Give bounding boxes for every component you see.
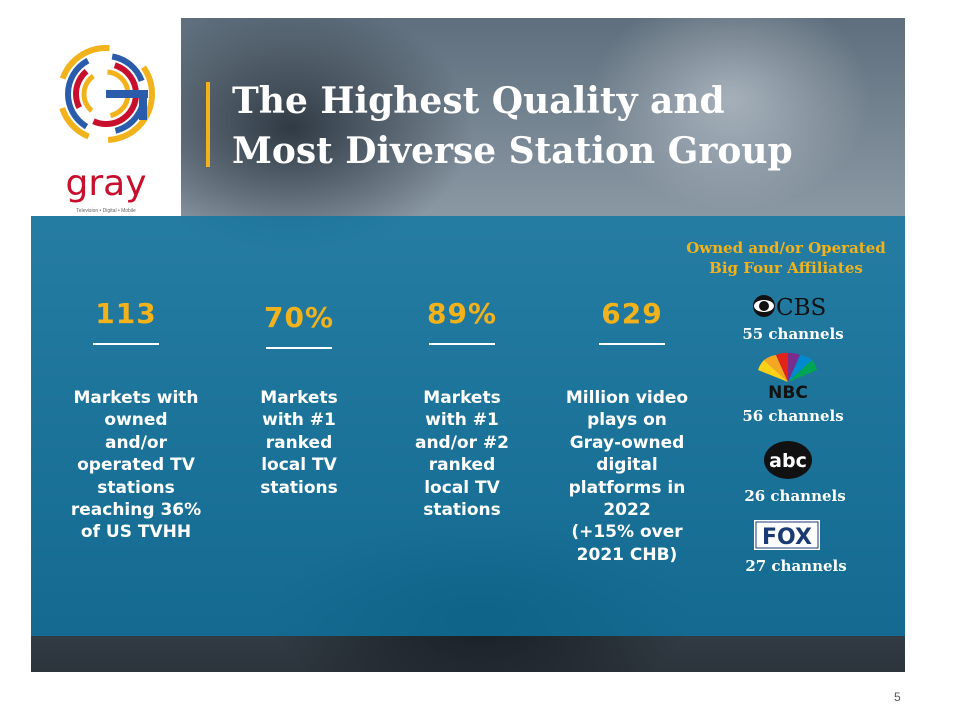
stat-desc-line: Markets — [260, 388, 338, 408]
stat-desc-line: reaching 36% — [70, 500, 202, 521]
stat-description: Markets with #1 ranked local TV stations — [239, 387, 359, 499]
stat-desc-line: plays on — [587, 410, 667, 431]
stat-desc-line: of US TVHH — [80, 522, 192, 543]
cbs-eye-icon: CBS — [753, 295, 826, 318]
title-line-1: The Highest Quality and — [232, 80, 725, 122]
stat-divider — [93, 343, 159, 345]
stat-description: Markets with owned and/or operated TV st… — [56, 387, 216, 544]
stat-desc-line: Million video — [565, 388, 689, 408]
fox-channels-label: 27 channels — [745, 557, 847, 575]
stat-markets-count: 113 — [76, 297, 176, 345]
stat-desc-line: with #1 — [262, 410, 336, 431]
stat-video-plays: 629 — [582, 297, 682, 345]
stat-desc-line: owned — [104, 410, 168, 431]
stat-value: 629 — [601, 297, 663, 330]
stat-desc-line: and/or #2 — [414, 432, 509, 453]
title-line-2: Most Diverse Station Group — [232, 130, 793, 172]
stat-value: 89% — [426, 297, 498, 330]
stat-description: Million video plays on Gray-owned digita… — [552, 387, 702, 566]
logo-tagline: Television • Digital • Mobile — [76, 208, 136, 214]
stat-desc-line: 2022 — [603, 500, 651, 521]
affiliates-heading-line: Big Four Affiliates — [709, 259, 863, 277]
stat-divider — [429, 343, 495, 345]
stat-number-one-ranked: 70% — [249, 301, 349, 349]
stat-description: Markets with #1 and/or #2 ranked local T… — [397, 387, 527, 521]
stat-desc-line: Markets with — [73, 388, 199, 408]
nbc-logo-text: NBC — [768, 383, 808, 400]
stat-desc-line: platforms in — [568, 477, 686, 498]
stat-divider — [599, 343, 665, 345]
stat-desc-line: stations — [423, 500, 501, 521]
gray-g-logo-icon — [57, 45, 155, 143]
title-accent-bar — [206, 82, 210, 167]
gray-logo: gray Television • Digital • Mobile — [31, 18, 181, 216]
stats-panel — [31, 216, 905, 636]
abc-circle-icon: abc — [764, 441, 812, 479]
nbc-channels-label: 56 channels — [742, 407, 844, 425]
nbc-peacock-icon: NBC — [758, 352, 817, 400]
slide-title: The Highest Quality and Most Diverse Sta… — [232, 76, 852, 176]
fox-logo-text: FOX — [762, 525, 812, 550]
abc-logo-text: abc — [769, 450, 807, 472]
abc-channels-label: 26 channels — [744, 487, 846, 505]
logo-wordmark: gray — [65, 163, 147, 204]
stat-desc-line: (+15% over — [571, 522, 683, 543]
affiliates-heading: Owned and/or Operated Big Four Affiliate… — [670, 238, 902, 278]
stat-desc-line: 2021 CHB) — [576, 544, 678, 565]
stat-desc-line: ranked — [428, 455, 496, 476]
stat-desc-line: local TV — [261, 455, 337, 476]
stat-desc-line: stations — [97, 477, 175, 498]
stat-desc-line: operated TV — [77, 455, 195, 476]
cbs-logo-text: CBS — [776, 295, 826, 318]
stat-desc-line: Markets — [423, 388, 501, 408]
stat-value: 113 — [95, 297, 157, 330]
stat-desc-line: digital — [596, 455, 658, 476]
page-number: 5 — [894, 690, 901, 704]
affiliates-heading-line: Owned and/or Operated — [686, 239, 886, 257]
stat-desc-line: stations — [260, 477, 338, 498]
stat-divider — [266, 347, 332, 349]
stat-number-one-or-two-ranked: 89% — [412, 297, 512, 345]
stat-value: 70% — [263, 301, 335, 334]
stat-desc-line: with #1 — [425, 410, 499, 431]
stat-desc-line: ranked — [265, 432, 333, 453]
cbs-channels-label: 55 channels — [742, 325, 844, 343]
stat-desc-line: Gray-owned — [569, 432, 685, 453]
fox-box-icon: FOX — [754, 520, 820, 550]
stat-desc-line: local TV — [424, 477, 500, 498]
stat-desc-line: and/or — [104, 432, 167, 453]
